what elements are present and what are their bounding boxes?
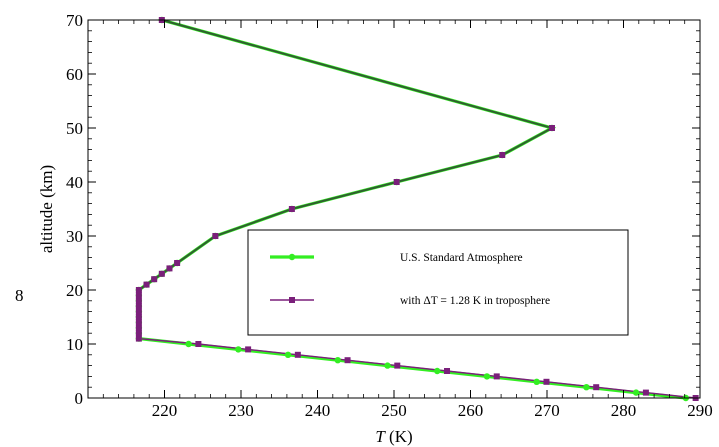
point-us-standard-7 xyxy=(334,357,341,364)
y-tick-label-2: 20 xyxy=(66,281,83,300)
x-tick-label-0: 220 xyxy=(152,401,178,420)
y-tick-label-3: 30 xyxy=(66,227,83,246)
point-delta-t-19 xyxy=(135,292,142,299)
point-delta-t-3 xyxy=(543,378,550,385)
x-tick-label-7: 290 xyxy=(687,401,713,420)
point-delta-t-21 xyxy=(143,281,150,288)
point-delta-t-14 xyxy=(135,319,142,326)
x-tick-label-2: 240 xyxy=(305,401,331,420)
point-delta-t-22 xyxy=(151,276,158,283)
x-tick-label-4: 260 xyxy=(458,401,484,420)
y-tick-label-0: 0 xyxy=(75,389,84,408)
x-axis-variable: T xyxy=(375,427,386,446)
point-delta-t-10 xyxy=(195,341,202,347)
series-line-us-standard xyxy=(137,18,687,400)
point-us-standard-9 xyxy=(235,346,242,353)
y-tick-label-4: 40 xyxy=(66,173,83,192)
point-delta-t-11 xyxy=(135,335,142,342)
point-delta-t-28 xyxy=(393,179,400,185)
point-delta-t-17 xyxy=(135,303,142,310)
series-layer xyxy=(135,16,699,402)
point-delta-t-27 xyxy=(288,206,295,212)
point-delta-t-7 xyxy=(344,357,351,364)
legend-label-1: with ΔT = 1.28 K in troposphere xyxy=(400,295,550,307)
axes-layer: 220 230 240 250 260 270 280 290 0 10 20 30 40 50 60 70 T… xyxy=(37,11,713,446)
x-tick-label-3: 250 xyxy=(381,401,407,420)
x-axis-title: T (K) xyxy=(375,427,412,446)
point-delta-t-30 xyxy=(548,125,555,131)
point-delta-t-15 xyxy=(135,314,142,320)
legend-box xyxy=(247,229,629,336)
point-us-standard-4 xyxy=(483,373,491,380)
legend-swatch-marker-1 xyxy=(289,297,295,303)
point-delta-t-5 xyxy=(444,368,451,374)
y-tick-label-1: 10 xyxy=(66,335,83,354)
point-delta-t-12 xyxy=(135,330,142,337)
point-delta-t-25 xyxy=(174,260,181,266)
point-us-standard-2 xyxy=(583,384,590,391)
point-delta-t-1 xyxy=(642,389,649,396)
point-us-standard-5 xyxy=(434,367,441,375)
point-delta-t-20 xyxy=(135,287,142,293)
x-tick-label-6: 280 xyxy=(611,401,637,420)
point-delta-t-16 xyxy=(135,308,142,315)
point-us-standard-3 xyxy=(533,378,540,385)
x-axis-unit: (K) xyxy=(385,427,413,446)
y-tick-label-7: 70 xyxy=(66,11,83,30)
series-line-delta-t xyxy=(138,19,696,399)
legend: U.S. Standard Atmosphere with ΔT = 1.28 K… xyxy=(247,229,629,336)
plot-frame xyxy=(87,19,701,399)
x-tick-label-5: 270 xyxy=(534,401,560,420)
point-delta-t-2 xyxy=(593,384,600,391)
point-delta-t-4 xyxy=(493,373,500,380)
point-us-standard-10 xyxy=(185,340,192,348)
point-delta-t-29 xyxy=(499,152,506,158)
point-delta-t-26 xyxy=(212,233,219,239)
point-delta-t-24 xyxy=(166,265,173,272)
point-us-standard-6 xyxy=(384,362,391,369)
x-tick-label-1: 230 xyxy=(228,401,254,420)
point-delta-t-13 xyxy=(135,324,142,331)
stray-label: 8 xyxy=(15,286,24,305)
point-us-standard-1 xyxy=(632,389,640,396)
y-tick-label-6: 60 xyxy=(66,65,83,84)
y-tick-label-5: 50 xyxy=(66,119,83,138)
point-delta-t-6 xyxy=(394,362,401,369)
point-us-standard-8 xyxy=(284,351,292,358)
point-delta-t-9 xyxy=(245,346,252,353)
point-delta-t-8 xyxy=(294,351,301,358)
y-axis-title: altitude (km) xyxy=(37,165,56,253)
legend-label-0: U.S. Standard Atmosphere xyxy=(400,252,523,264)
legend-swatch-marker-0 xyxy=(288,253,296,261)
point-delta-t-18 xyxy=(135,297,142,304)
point-delta-t-23 xyxy=(158,270,165,277)
